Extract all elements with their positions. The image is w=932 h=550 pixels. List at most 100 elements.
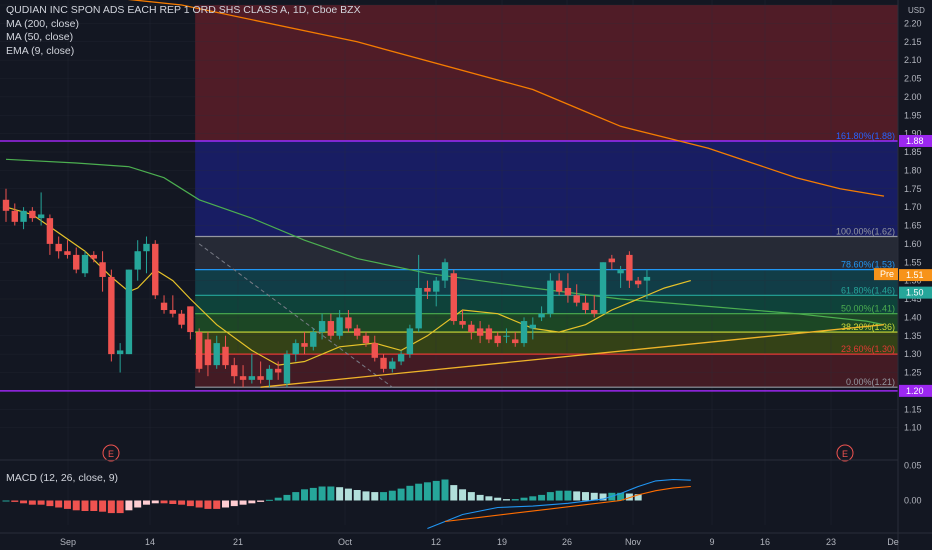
candle-body-58 bbox=[512, 339, 519, 344]
macd-bar-0 bbox=[2, 500, 10, 502]
fib-zone-4 bbox=[195, 295, 898, 314]
macd-bar-10 bbox=[90, 500, 98, 511]
macd-line bbox=[427, 478, 691, 530]
legend-ma200[interactable]: MA (200, close) bbox=[6, 17, 79, 30]
macd-bar-50 bbox=[441, 479, 449, 501]
macd-bar-16 bbox=[142, 500, 150, 505]
chart-legend: QUDIAN INC SPON ADS EACH REP 1 ORD SHS C… bbox=[6, 4, 361, 58]
candle-body-35 bbox=[310, 332, 317, 347]
candle-body-23 bbox=[204, 339, 212, 366]
macd-bar-27 bbox=[239, 500, 247, 505]
fib-zone-2 bbox=[195, 236, 898, 270]
price-tick-22: 1.15 bbox=[904, 404, 922, 414]
macd-bar-61 bbox=[538, 494, 546, 501]
macd-bar-32 bbox=[283, 494, 291, 501]
price-tick-17: 1.40 bbox=[904, 312, 922, 322]
candle-body-62 bbox=[547, 280, 554, 314]
macd-bar-12 bbox=[107, 500, 115, 514]
macd-legend[interactable]: MACD (12, 26, close, 9) bbox=[6, 472, 119, 484]
marker-tag-3 bbox=[899, 286, 932, 299]
macd-bar-19 bbox=[169, 500, 177, 504]
candle-body-65 bbox=[573, 295, 580, 303]
time-tick-2: 14 bbox=[145, 537, 155, 547]
candle-body-41 bbox=[362, 335, 370, 344]
candle-body-15 bbox=[134, 251, 141, 270]
macd-bar-70 bbox=[617, 492, 625, 501]
macd-bar-44 bbox=[388, 490, 396, 501]
candle-body-36 bbox=[318, 321, 326, 333]
currency-label: USD bbox=[908, 6, 925, 15]
macd-bar-37 bbox=[327, 486, 335, 501]
candle-body-26 bbox=[231, 365, 238, 377]
legend-ema9[interactable]: EMA (9, close) bbox=[6, 44, 75, 57]
marker-text-3: 1.50 bbox=[906, 288, 924, 298]
candle-body-24 bbox=[213, 343, 220, 366]
marker-tag-0 bbox=[899, 134, 932, 147]
macd-bar-39 bbox=[344, 488, 352, 501]
macd-bar-67 bbox=[590, 492, 598, 501]
marker-tag-2 bbox=[899, 269, 932, 282]
candle-body-69 bbox=[608, 258, 616, 263]
macd-bar-47 bbox=[415, 483, 423, 501]
macd-bar-18 bbox=[160, 500, 168, 504]
time-tick-4: Oct bbox=[338, 537, 353, 547]
candle-body-49 bbox=[433, 280, 440, 292]
macd-bar-57 bbox=[502, 499, 510, 501]
candle-body-53 bbox=[468, 324, 475, 333]
time-tick-6: 19 bbox=[497, 537, 507, 547]
macd-bar-54 bbox=[476, 494, 484, 501]
fib-label-3: 50.00%(1.41) bbox=[841, 304, 895, 314]
candle-body-29 bbox=[257, 376, 264, 380]
candle-body-25 bbox=[222, 346, 229, 366]
price-tick-6: 1.95 bbox=[904, 110, 922, 120]
time-tick-11: 23 bbox=[826, 537, 836, 547]
macd-bar-41 bbox=[362, 491, 370, 501]
macd-bar-28 bbox=[248, 500, 256, 504]
price-tick-1: 2.20 bbox=[904, 18, 922, 28]
macd-bar-8 bbox=[72, 500, 80, 511]
candle-body-10 bbox=[90, 254, 97, 259]
price-tick-14: 1.55 bbox=[904, 257, 922, 267]
candle-body-59 bbox=[520, 321, 528, 344]
macd-bar-26 bbox=[230, 500, 238, 507]
candle-body-40 bbox=[354, 328, 361, 336]
macd-bar-42 bbox=[371, 492, 379, 501]
candle-body-21 bbox=[187, 306, 194, 333]
macd-bar-25 bbox=[222, 500, 229, 508]
macd-bar-35 bbox=[309, 487, 317, 501]
price-tick-10: 1.75 bbox=[904, 184, 922, 194]
candle-body-46 bbox=[406, 328, 414, 355]
ema9-line bbox=[5, 206, 691, 366]
macd-bar-11 bbox=[99, 500, 107, 512]
candle-body-6 bbox=[55, 243, 62, 252]
macd-bar-66 bbox=[581, 492, 589, 501]
candle-body-11 bbox=[99, 262, 106, 277]
candle-body-27 bbox=[239, 376, 247, 380]
candle-body-64 bbox=[564, 287, 572, 296]
price-tick-7: 1.90 bbox=[904, 129, 922, 139]
fib-label-0: 100.00%(1.62) bbox=[836, 227, 895, 237]
macd-bar-63 bbox=[555, 490, 563, 501]
macd-bar-60 bbox=[529, 496, 537, 501]
marker-text-1: Pre bbox=[880, 269, 894, 279]
candle-body-20 bbox=[178, 313, 185, 325]
macd-bar-36 bbox=[318, 486, 326, 501]
candle-body-70 bbox=[617, 269, 624, 274]
macd-bar-56 bbox=[494, 497, 502, 501]
price-tick-8: 1.85 bbox=[904, 147, 922, 157]
price-tick-16: 1.45 bbox=[904, 294, 922, 304]
price-tick-2: 2.15 bbox=[904, 37, 922, 47]
fib-label-6: 0.00%(1.21) bbox=[846, 377, 895, 387]
price-tick-23: 1.10 bbox=[904, 423, 922, 433]
time-tick-0: Sep bbox=[60, 537, 76, 547]
candle-body-8 bbox=[73, 254, 80, 270]
macd-bar-4 bbox=[37, 500, 45, 505]
candle-body-67 bbox=[591, 310, 598, 314]
candle-body-61 bbox=[538, 313, 545, 318]
candle-body-50 bbox=[441, 262, 449, 281]
macd-bar-33 bbox=[292, 492, 300, 501]
candle-body-37 bbox=[327, 321, 335, 336]
macd-bar-68 bbox=[599, 493, 607, 501]
legend-ma50[interactable]: MA (50, close) bbox=[6, 31, 74, 43]
